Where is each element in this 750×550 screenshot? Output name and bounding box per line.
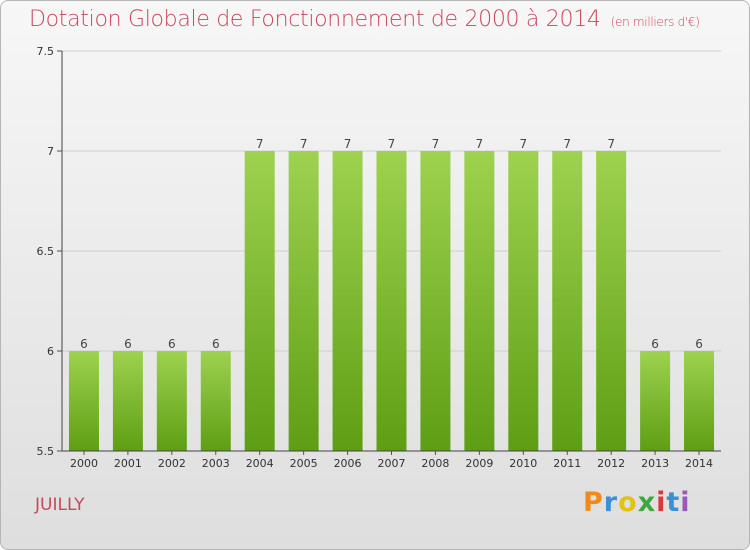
x-tick-label: 2012 [597, 457, 625, 470]
bar [332, 151, 363, 451]
logo-letter: o [618, 487, 638, 518]
data-label: 7 [607, 137, 615, 151]
data-label: 6 [168, 337, 176, 351]
x-tick-label: 2001 [114, 457, 142, 470]
logo-letter: r [603, 487, 619, 518]
logo-letter: P [583, 487, 604, 518]
bar [508, 151, 539, 451]
chart-title: Dotation Globale de Fonctionnement de 20… [29, 7, 700, 32]
bar [596, 151, 627, 451]
x-tick-label: 2004 [246, 457, 274, 470]
x-tick-label: 2003 [202, 457, 230, 470]
commune-name: JUILLY [35, 495, 85, 515]
logo-letter: t [666, 487, 681, 518]
data-label: 6 [80, 337, 88, 351]
data-label: 6 [124, 337, 132, 351]
x-tick-label: 2010 [509, 457, 537, 470]
data-label: 7 [344, 137, 352, 151]
x-tick-label: 2007 [378, 457, 406, 470]
bar [200, 351, 231, 451]
bar [112, 351, 143, 451]
bars: 6 6 6 6 7 7 7 7 7 7 7 7 7 6 6 [68, 137, 715, 451]
y-tick-label: 5.5 [37, 445, 55, 458]
x-tick-label: 2006 [334, 457, 362, 470]
y-tick-label: 6 [47, 345, 54, 358]
logo-letter: i [680, 487, 691, 518]
x-tick-label: 2005 [290, 457, 318, 470]
y-tick-label: 7 [47, 145, 54, 158]
proxiti-logo: Proxiti [583, 487, 691, 518]
data-label: 6 [212, 337, 220, 351]
bar [420, 151, 451, 451]
bar [244, 151, 275, 451]
data-label: 6 [695, 337, 703, 351]
logo-letter: x [637, 487, 657, 518]
data-label: 7 [256, 137, 264, 151]
data-label: 7 [519, 137, 527, 151]
x-tick-label: 2008 [421, 457, 449, 470]
y-tick-label: 7.5 [37, 45, 55, 58]
data-label: 6 [651, 337, 659, 351]
bar [288, 151, 319, 451]
bar [376, 151, 407, 451]
data-label: 7 [300, 137, 308, 151]
data-label: 7 [476, 137, 484, 151]
x-tick-label: 2002 [158, 457, 186, 470]
axes: 5.5 6 6.5 7 7.5 2000 2001 2002 2003 2004 2005 2006 2… [37, 45, 721, 470]
data-label: 7 [563, 137, 571, 151]
logo-letter: i [656, 487, 667, 518]
x-tick-label: 2013 [641, 457, 669, 470]
bar [684, 351, 715, 451]
chart-title-text: Dotation Globale de Fonctionnement de 20… [29, 7, 601, 32]
bar [464, 151, 495, 451]
data-label: 7 [388, 137, 396, 151]
x-tick-label: 2009 [465, 457, 493, 470]
x-tick-label: 2014 [685, 457, 713, 470]
y-tick-label: 6.5 [37, 245, 55, 258]
data-label: 7 [432, 137, 440, 151]
x-tick-label: 2011 [553, 457, 581, 470]
bar [640, 351, 671, 451]
bar [156, 351, 187, 451]
x-tick-label: 2000 [70, 457, 98, 470]
bar [68, 351, 99, 451]
bar [552, 151, 583, 451]
chart-unit: (en milliers d'€) [610, 15, 700, 29]
